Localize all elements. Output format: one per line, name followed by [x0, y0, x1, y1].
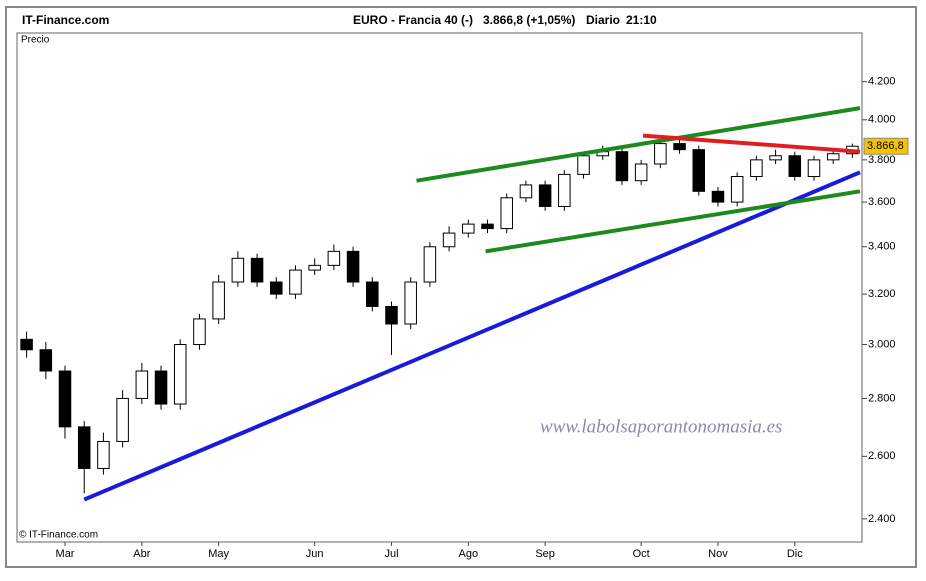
x-tick-label: May: [208, 548, 229, 560]
last-price-tag: [863, 137, 909, 155]
candle-body: [289, 269, 302, 295]
candle-body: [308, 264, 321, 271]
x-tick-label: Jun: [306, 548, 324, 560]
candle-body: [346, 250, 360, 283]
plot-area: [16, 32, 863, 543]
y-tick-label: 2.600: [868, 450, 896, 462]
period: Diario: [586, 13, 620, 27]
panel-label: Precio: [21, 35, 50, 46]
candle-body: [558, 173, 571, 207]
instrument: EURO - Francia 40 (-): [353, 13, 473, 27]
candle-body: [442, 232, 456, 248]
y-tick-label: 3.200: [868, 288, 896, 300]
x-tick-label: Ago: [459, 548, 479, 560]
candle-body: [750, 159, 763, 177]
candle-body: [173, 344, 187, 405]
candle-body: [577, 155, 590, 175]
trend-line: [83, 170, 861, 502]
candle-body: [807, 159, 821, 177]
y-tick-label: 3.400: [868, 241, 896, 253]
candle-body: [673, 143, 686, 151]
y-tick-label: 3.800: [868, 154, 896, 166]
candle-body: [826, 153, 840, 161]
candle-body: [385, 305, 398, 325]
candle-body: [634, 163, 648, 182]
time: 21:10: [626, 13, 657, 27]
x-tick-label: Dic: [787, 548, 803, 560]
candle-body: [769, 155, 782, 161]
source: IT-Finance.com: [22, 13, 109, 27]
candle-body: [270, 281, 283, 295]
candle-body: [404, 281, 417, 325]
x-tick-label: Abr: [133, 548, 150, 560]
candle-body: [327, 250, 341, 266]
candle-body: [788, 155, 802, 177]
trend-line: [485, 189, 861, 254]
y-tick-label: 2.400: [868, 513, 896, 525]
y-tick-label: 2.800: [868, 392, 896, 404]
price-text: 3.866,8 (+1,05%): [483, 13, 575, 27]
candle-body: [615, 151, 629, 182]
candle-body: [538, 184, 552, 207]
watermark: www.labolsaporantonomasia.es: [540, 416, 782, 437]
candle-body: [154, 370, 168, 405]
last-price-label: 3.866,8: [867, 140, 904, 152]
candle-body: [231, 257, 245, 283]
candle-body: [366, 281, 379, 307]
candle-body: [423, 246, 437, 283]
candle-body: [212, 281, 225, 320]
candle-body: [58, 370, 72, 428]
x-tick-label: Jul: [384, 548, 398, 560]
candle-body: [692, 149, 706, 192]
candle-body: [77, 426, 91, 469]
x-tick-label: Nov: [708, 548, 728, 560]
trend-line: [642, 133, 861, 154]
y-tick-label: 3.600: [868, 196, 896, 208]
y-tick-label: 4.000: [868, 114, 896, 126]
y-tick-label: 3.000: [868, 338, 896, 350]
candle-body: [481, 223, 494, 230]
candle-body: [135, 370, 149, 399]
trend-line: [416, 106, 861, 183]
candle-body: [193, 318, 206, 346]
candle-body: [711, 190, 725, 203]
x-tick-label: Sep: [535, 548, 555, 560]
candle-body: [97, 440, 110, 469]
candle-body: [20, 338, 33, 351]
candle-body: [462, 223, 475, 234]
candle-body: [500, 197, 513, 230]
x-tick-label: Oct: [633, 548, 650, 560]
candle-body: [730, 175, 744, 203]
candle-body: [39, 349, 53, 372]
candle-body: [250, 257, 264, 283]
candle-body: [519, 184, 533, 199]
copyright: © IT-Finance.com: [19, 530, 98, 541]
candle-body: [116, 397, 129, 442]
candle-body: [654, 143, 667, 165]
x-tick-label: Mar: [56, 548, 75, 560]
y-tick-label: 4.200: [868, 76, 896, 88]
